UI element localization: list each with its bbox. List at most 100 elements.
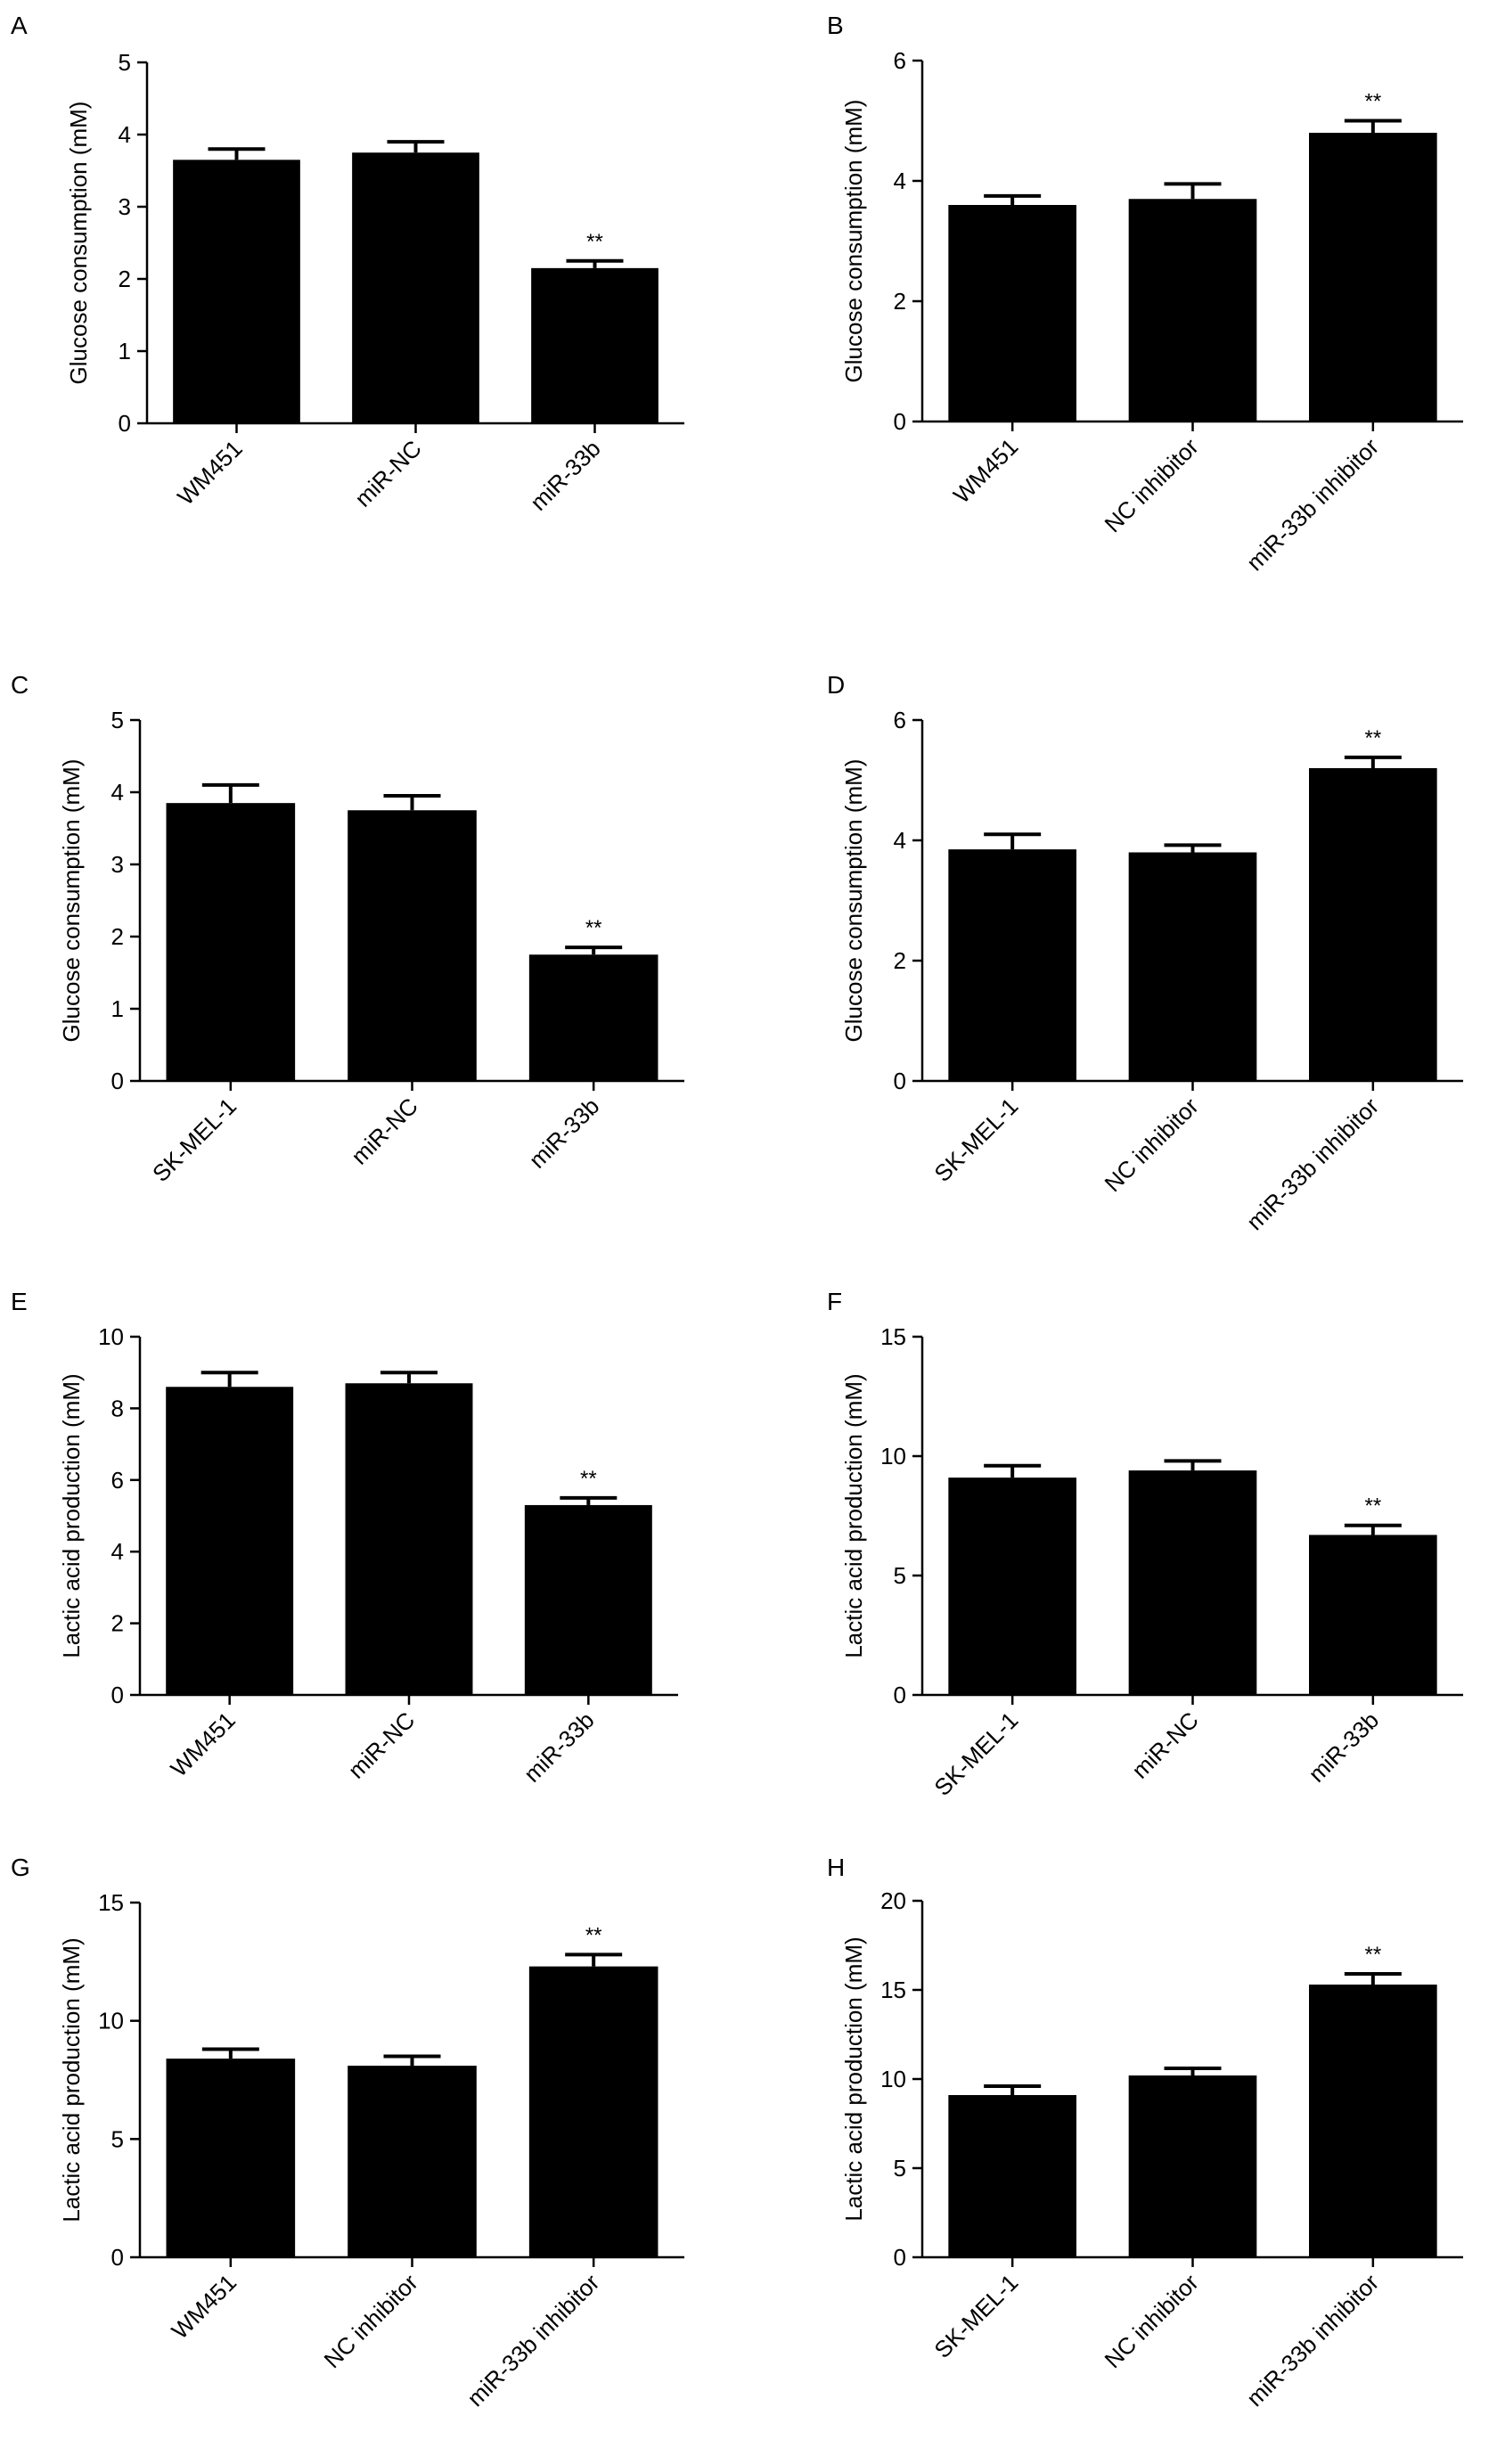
x-tick-label: NC inhibitor: [1099, 1093, 1203, 1197]
x-tick-label: NC inhibitor: [1099, 433, 1203, 537]
bar: [166, 2059, 296, 2257]
bar: [948, 849, 1076, 1081]
y-tick-label: 6: [111, 1467, 124, 1494]
y-tick-label: 6: [894, 47, 906, 74]
x-tick-label: WM451: [167, 2269, 242, 2345]
panel-label: F: [827, 1288, 842, 1315]
y-tick-label: 10: [98, 2008, 124, 2034]
significance-marker: **: [1364, 1943, 1381, 1967]
chart-panel-f: F 0 5 10 15 Lactic acid production (mM) SK-MEL…: [827, 1288, 1463, 1801]
y-tick-label: 5: [111, 2125, 124, 2152]
bar: [166, 1387, 294, 1695]
x-tick-label: miR-33b: [1303, 1707, 1384, 1788]
y-tick-label: 0: [894, 2244, 906, 2271]
bar: [173, 160, 300, 423]
y-tick-label: 4: [111, 779, 124, 806]
y-tick-label: 5: [111, 707, 124, 733]
significance-marker: **: [580, 1467, 597, 1491]
y-tick-label: 20: [880, 1887, 906, 1914]
chart-panel-b: B 0 2 4 6 Glucose consumption (mM) WM451 NC inh…: [827, 12, 1463, 576]
x-tick-label: miR-33b inhibitor: [1241, 433, 1384, 576]
x-tick-label: miR-33b inhibitor: [1241, 1093, 1384, 1235]
y-tick-label: 0: [894, 1682, 906, 1708]
chart-panel-a: A 0 1 2 3 4 5 Glucose consumption (mM) WM451 miR-…: [11, 12, 684, 516]
bar: [1309, 1535, 1437, 1695]
bar: [948, 1478, 1076, 1695]
y-tick-label: 3: [119, 193, 131, 220]
y-tick-label: 2: [894, 288, 906, 315]
significance-marker: **: [585, 1923, 602, 1947]
x-tick-label: miR-NC: [343, 1707, 421, 1784]
significance-marker: **: [585, 916, 602, 940]
y-axis-label: Glucose consumption (mM): [65, 102, 92, 385]
y-tick-label: 0: [894, 1068, 906, 1094]
x-tick-label: SK-MEL-1: [928, 2269, 1023, 2363]
significance-marker: **: [1364, 1494, 1381, 1519]
y-axis-label: Lactic acid production (mM): [840, 1936, 867, 2221]
x-tick-label: WM451: [948, 433, 1024, 509]
y-axis-label: Lactic acid production (mM): [58, 1373, 85, 1658]
x-tick-label: NC inhibitor: [1099, 2269, 1203, 2373]
y-tick-label: 4: [111, 1538, 124, 1565]
bar: [1309, 768, 1437, 1081]
bar: [531, 267, 659, 423]
y-tick-label: 0: [894, 408, 906, 435]
y-tick-label: 0: [119, 410, 131, 437]
x-tick-label: miR-33b: [524, 1093, 605, 1174]
y-tick-label: 10: [98, 1323, 124, 1350]
bar: [1309, 1985, 1437, 2257]
y-tick-label: 4: [119, 121, 131, 148]
y-tick-label: 6: [894, 707, 906, 733]
x-tick-label: SK-MEL-1: [147, 1093, 241, 1187]
bar: [1309, 133, 1437, 422]
y-tick-label: 5: [894, 1562, 906, 1589]
panel-label: A: [11, 12, 28, 39]
y-tick-label: 4: [894, 168, 906, 194]
y-tick-label: 15: [880, 1977, 906, 2003]
bar: [348, 2066, 477, 2257]
y-axis-label: Lactic acid production (mM): [840, 1373, 867, 1658]
y-tick-label: 5: [119, 49, 131, 76]
y-tick-label: 15: [880, 1323, 906, 1350]
bar: [1128, 199, 1257, 422]
y-tick-label: 2: [119, 266, 131, 292]
chart-panel-h: H 0 5 10 15 20 Lactic acid production (mM) SK-M…: [827, 1854, 1463, 2411]
bar: [166, 803, 296, 1081]
x-tick-label: miR-NC: [349, 435, 427, 512]
x-tick-label: miR-33b inhibitor: [1241, 2269, 1384, 2411]
y-axis-label: Glucose consumption (mM): [840, 759, 867, 1043]
x-tick-label: WM451: [172, 435, 248, 511]
y-tick-label: 4: [894, 827, 906, 854]
y-tick-label: 0: [111, 1682, 124, 1708]
chart-panel-e: E 0 2 4 6 8 10 Lactic acid production (mM) WM451…: [11, 1288, 678, 1788]
panel-label: C: [11, 671, 29, 699]
bar: [1128, 852, 1257, 1081]
y-axis-label: Lactic acid production (mM): [58, 1937, 85, 2222]
y-tick-label: 15: [98, 1889, 124, 1916]
y-axis-label: Glucose consumption (mM): [58, 759, 85, 1043]
panel-label: B: [827, 12, 844, 39]
y-tick-label: 2: [111, 923, 124, 950]
y-tick-label: 0: [111, 1068, 124, 1094]
panel-label: E: [11, 1288, 28, 1315]
y-tick-label: 1: [111, 995, 124, 1022]
y-tick-label: 2: [111, 1610, 124, 1637]
y-axis-label: Glucose consumption (mM): [840, 100, 867, 383]
x-tick-label: miR-NC: [346, 1093, 423, 1170]
y-tick-label: 0: [111, 2244, 124, 2271]
x-tick-label: WM451: [165, 1707, 241, 1782]
panel-label: H: [827, 1854, 845, 1881]
x-tick-label: SK-MEL-1: [928, 1093, 1023, 1187]
chart-panel-g: G 0 5 10 15 Lactic acid production (mM) WM451 N…: [11, 1854, 684, 2411]
panel-label: G: [11, 1854, 30, 1881]
y-tick-label: 2: [894, 947, 906, 974]
y-tick-label: 5: [894, 2155, 906, 2182]
y-tick-label: 10: [880, 2066, 906, 2092]
x-tick-label: miR-33b: [519, 1707, 600, 1788]
chart-panel-c: C 0 1 2 3 4 5 Glucose consumption (mM) SK-MEL-1 m…: [11, 671, 684, 1187]
x-tick-label: miR-NC: [1126, 1707, 1204, 1784]
bar: [352, 152, 479, 423]
y-tick-label: 1: [119, 338, 131, 364]
y-tick-label: 3: [111, 851, 124, 878]
